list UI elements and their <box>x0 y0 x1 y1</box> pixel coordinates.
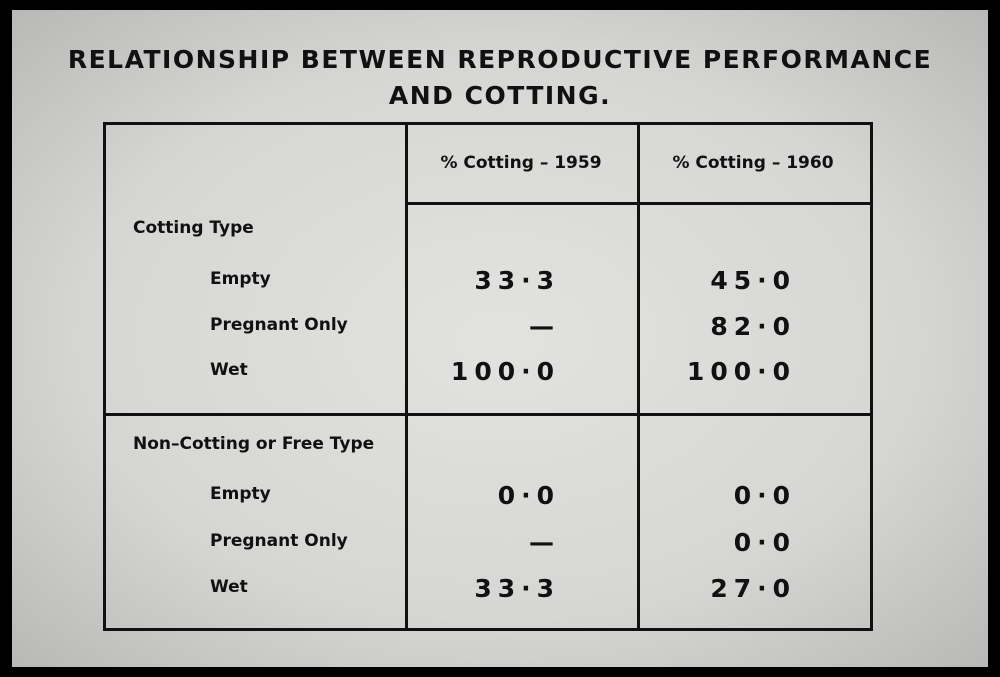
column-header: % Cotting – 1959 <box>440 153 602 173</box>
row-label: Pregnant Only <box>210 531 348 551</box>
row-label: Wet <box>210 577 248 597</box>
cell-value: 100·0 <box>686 357 796 386</box>
cell-value: 27·0 <box>710 574 796 603</box>
row-label: Empty <box>210 269 271 289</box>
table-line <box>637 122 640 628</box>
group-label: Non–Cotting or Free Type <box>133 434 375 454</box>
cell-value: 100·0 <box>450 357 560 386</box>
row-label: Pregnant Only <box>210 315 348 335</box>
table-line <box>870 122 873 628</box>
table-line <box>103 413 870 416</box>
cell-value: 0·0 <box>733 528 796 557</box>
table-line <box>103 122 106 628</box>
table-line <box>103 122 870 125</box>
cell-value: 45·0 <box>710 266 796 295</box>
cell-value: 82·0 <box>710 312 796 341</box>
table-line <box>103 628 873 631</box>
cell-value: — <box>529 528 560 557</box>
cell-value: 0·0 <box>733 481 796 510</box>
row-label: Empty <box>210 484 271 504</box>
cell-value: 33·3 <box>474 266 560 295</box>
cell-value: — <box>529 312 560 341</box>
table-line <box>405 202 870 205</box>
group-label: Cotting Type <box>133 218 254 238</box>
row-label: Wet <box>210 360 248 380</box>
title-line: AND COTTING. <box>388 81 612 110</box>
slide: RELATIONSHIP BETWEEN REPRODUCTIVE PERFOR… <box>12 10 988 667</box>
column-header: % Cotting – 1960 <box>672 153 834 173</box>
cell-value: 0·0 <box>497 481 560 510</box>
title-line: RELATIONSHIP BETWEEN REPRODUCTIVE PERFOR… <box>67 45 933 74</box>
cell-value: 33·3 <box>474 574 560 603</box>
table-line <box>405 122 408 628</box>
